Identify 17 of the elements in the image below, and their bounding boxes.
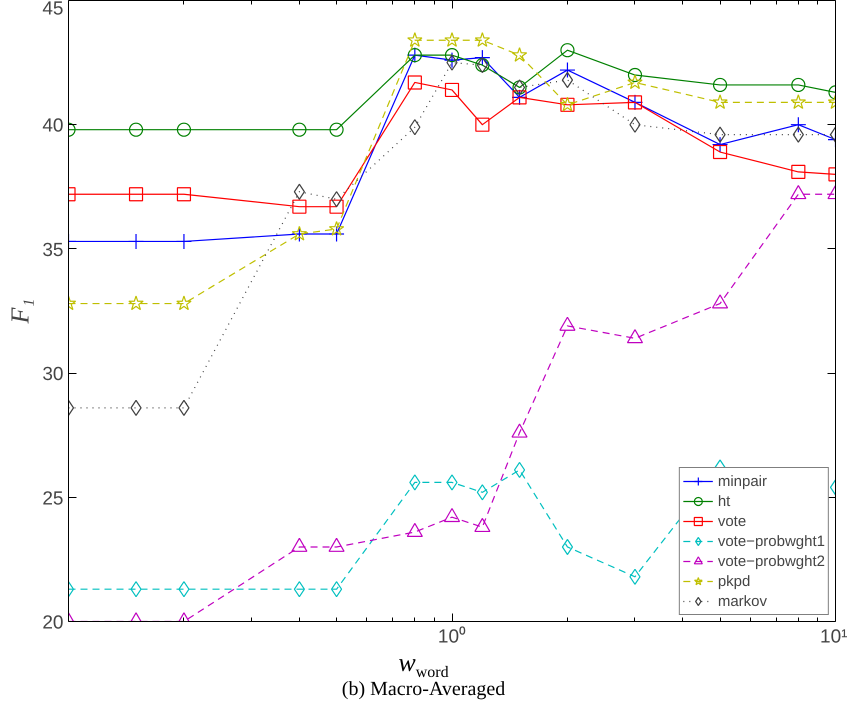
y-tick-label: 45 (42, 0, 64, 20)
y-tick-label: 20 (42, 612, 64, 634)
y-tick-label: 30 (42, 364, 64, 386)
legend-label: vote (718, 512, 746, 530)
legend-label: ht (718, 492, 732, 510)
y-tick-label: 40 (42, 116, 64, 137)
x-tick-label: 10⁰ (438, 626, 466, 648)
y-axis-title: F₁ (5, 298, 34, 324)
x-tick-label: 10¹ (820, 626, 847, 648)
y-tick-label: 35 (42, 240, 64, 261)
legend-label: markov (718, 592, 768, 610)
text: (b) Macro-Averaged (340, 678, 506, 700)
legend-label: minpair (718, 472, 768, 490)
legend-label: pkpd (718, 572, 750, 590)
y-tick-label: 25 (42, 488, 64, 510)
legend-label: vote−probwght1 (718, 532, 825, 550)
legend-label: vote−probwght2 (718, 552, 825, 570)
